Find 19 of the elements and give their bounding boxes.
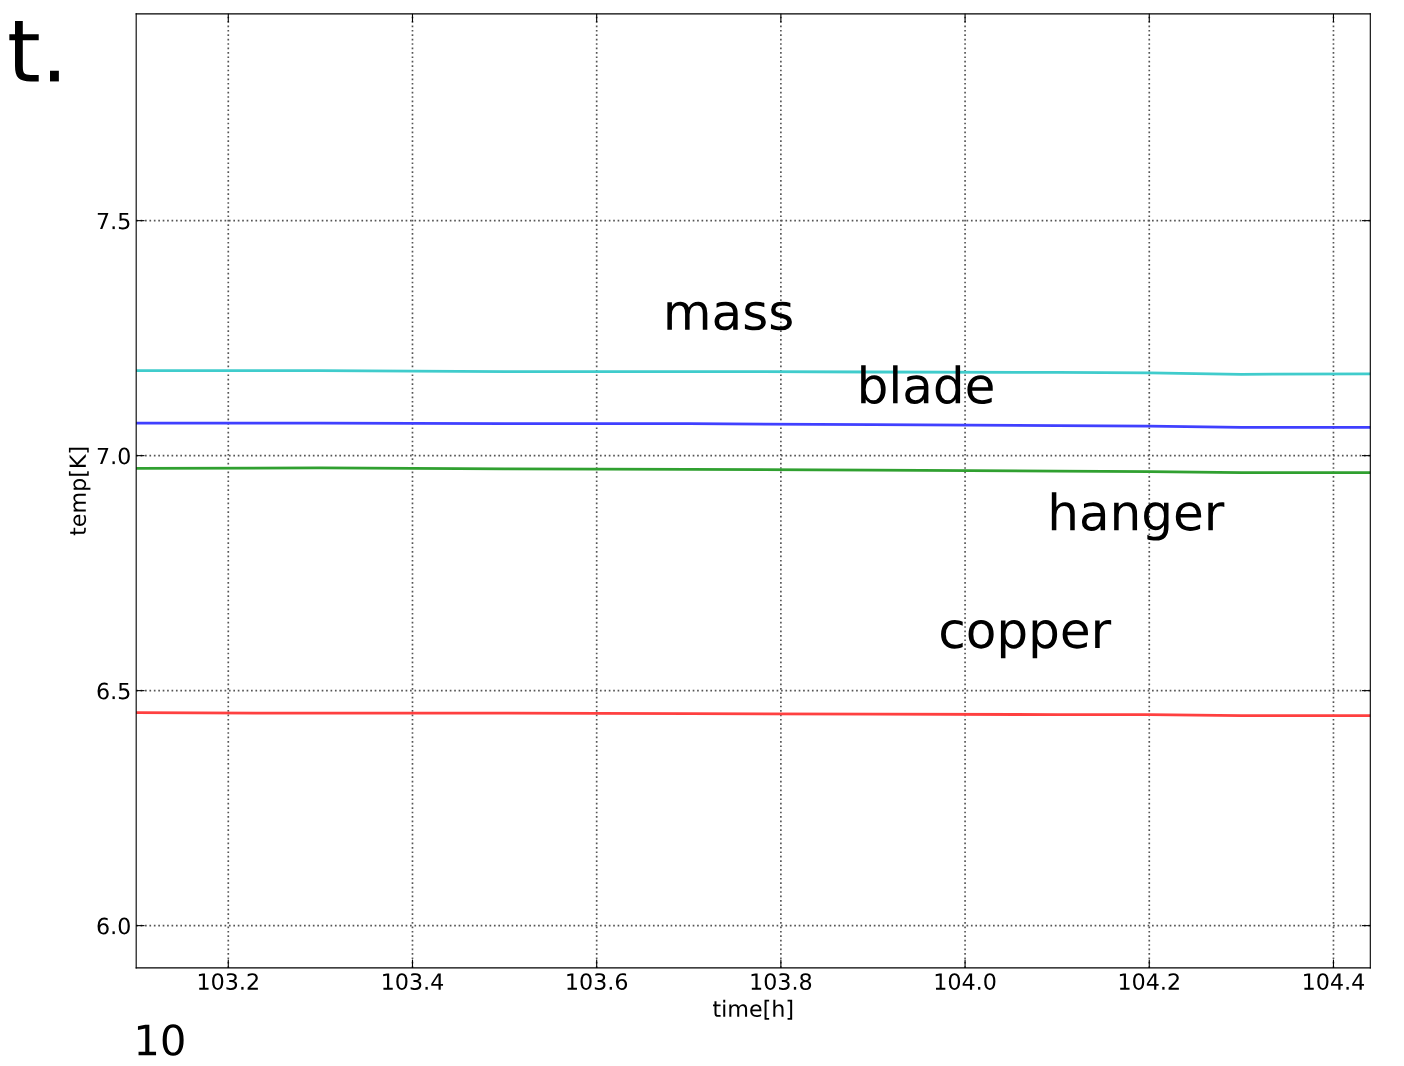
y-tick-label: 7.0: [97, 447, 130, 465]
x-tick-label: 104.0: [935, 973, 996, 990]
x-tick-label: 104.4: [1304, 973, 1365, 990]
y-tick-label: 6.5: [97, 682, 130, 700]
x-tick-label: 104.2: [1119, 973, 1179, 990]
series-label: copper: [941, 619, 1112, 659]
y-axis-title: temp[K]: [68, 447, 91, 536]
text: 10: [137, 1024, 184, 1056]
y-tick-label: 7.5: [97, 212, 130, 230]
x-tick-label: 103.6: [567, 973, 628, 990]
x-axis-title: time[h]: [713, 999, 793, 1020]
series-label: mass: [667, 301, 792, 331]
x-tick-label: 103.8: [751, 973, 812, 990]
x-tick-label: 103.4: [383, 973, 444, 990]
text: t.: [9, 20, 59, 82]
y-tick-label: 6.0: [97, 917, 130, 935]
x-tick-label: 103.2: [198, 973, 258, 990]
series-label: blade: [861, 365, 993, 404]
series-label: hanger: [1051, 492, 1225, 541]
